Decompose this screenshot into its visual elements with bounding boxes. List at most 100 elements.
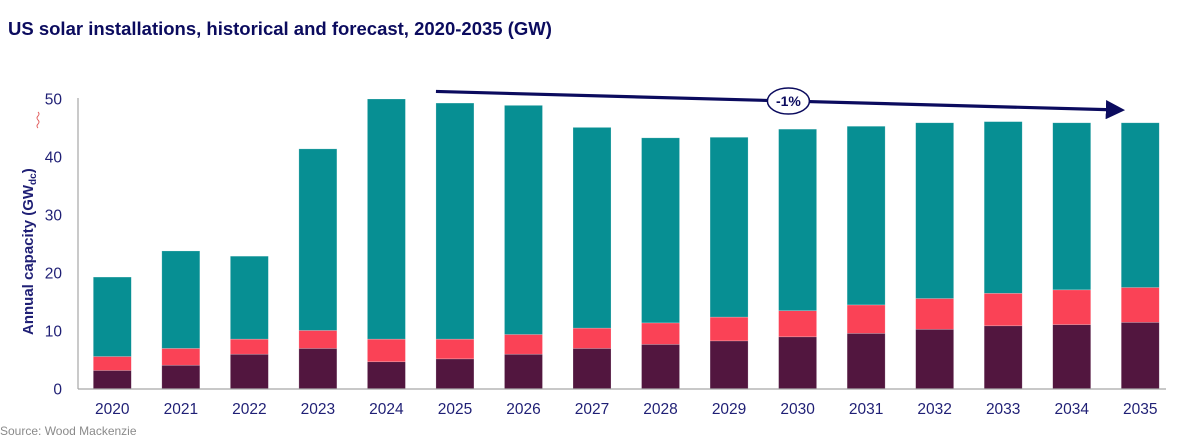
bar-stack-2034 xyxy=(1052,122,1092,390)
y-axis-ticks: 0 10 20 30 40 50 xyxy=(45,92,63,399)
y-axis-label-subscript: dc xyxy=(28,173,39,185)
chart-title: US solar installations, historical and f… xyxy=(8,18,552,39)
bar-segment-bottom xyxy=(641,344,680,390)
bar-segment-top xyxy=(161,250,201,349)
source-note: Source: Wood Mackenzie xyxy=(0,424,137,438)
bar-segment-top xyxy=(367,98,406,340)
bar-segment-bottom xyxy=(572,348,612,390)
bar-stack-2032 xyxy=(915,122,954,390)
bar-segment-top xyxy=(1120,122,1160,288)
bar-segment-bottom xyxy=(778,336,817,390)
bar-stack-2023 xyxy=(298,148,338,390)
bar-stack-2020 xyxy=(93,276,132,390)
bar-segment-middle xyxy=(1120,287,1160,323)
bar-segment-bottom xyxy=(709,340,749,390)
bar-stack-2029 xyxy=(709,136,749,390)
bar-segment-middle xyxy=(572,327,612,349)
bar-segment-middle xyxy=(983,292,1023,327)
x-tick-label: 2029 xyxy=(712,401,746,418)
bar-segment-top xyxy=(641,137,680,324)
bar-segment-middle xyxy=(298,330,338,349)
bar-segment-middle xyxy=(915,298,954,330)
x-tick-label: 2021 xyxy=(164,401,198,418)
x-tick-label: 2028 xyxy=(643,401,677,418)
bar-segment-middle xyxy=(161,348,201,366)
x-axis-ticks: 2020 2021 2022 2023 2024 2025 2026 2027 2028 2029… xyxy=(95,401,1157,418)
bar-segment-middle xyxy=(846,304,886,334)
x-tick-label: 2023 xyxy=(301,401,335,418)
bar-segment-top xyxy=(915,122,954,299)
x-tick-label: 2025 xyxy=(438,401,472,418)
bar-segment-middle xyxy=(230,338,269,355)
x-tick-label: 2031 xyxy=(849,401,883,418)
bar-stack-2025 xyxy=(435,102,475,390)
y-axis-label-suffix: ) xyxy=(20,168,37,173)
x-tick-label: 2034 xyxy=(1054,401,1089,418)
bar-stack-2028 xyxy=(641,137,680,390)
bar-segment-top xyxy=(504,105,543,335)
bar-segment-top xyxy=(230,255,269,340)
bar-segment-middle xyxy=(435,338,475,360)
bar-segment-bottom xyxy=(1052,324,1092,390)
y-axis-label: Annual capacity (GWdc) xyxy=(20,111,40,335)
y-axis-label-main: Annual capacity (GW xyxy=(20,184,37,335)
y-tick-label: 0 xyxy=(53,382,62,399)
bar-stack-2024 xyxy=(367,98,406,390)
y-tick-label: 40 xyxy=(45,150,63,167)
bar-segment-bottom xyxy=(435,358,475,390)
bar-segment-bottom xyxy=(1120,321,1160,390)
bar-stack-2026 xyxy=(504,105,543,390)
bar-segment-middle xyxy=(93,356,132,371)
bar-segment-bottom xyxy=(298,348,338,390)
spellcheck-underline xyxy=(36,111,40,129)
bar-stack-2035 xyxy=(1120,122,1160,390)
bars xyxy=(93,98,1160,390)
bar-segment-top xyxy=(778,128,817,311)
bar-segment-bottom xyxy=(161,364,201,390)
bar-segment-middle xyxy=(1052,289,1092,325)
x-tick-label: 2032 xyxy=(917,401,951,418)
bar-segment-bottom xyxy=(93,370,132,390)
trend-label-bubble xyxy=(766,87,811,115)
bar-segment-bottom xyxy=(983,325,1023,390)
bar-segment-top xyxy=(709,136,749,318)
bar-segment-bottom xyxy=(367,361,406,390)
bar-segment-bottom xyxy=(504,353,543,390)
trend-label: -1% xyxy=(776,93,801,109)
x-tick-label: 2027 xyxy=(575,401,609,418)
x-tick-label: 2026 xyxy=(506,401,540,418)
bar-segment-top xyxy=(846,125,886,306)
annotations: -1% xyxy=(435,87,1126,120)
bar-segment-top xyxy=(1052,122,1092,291)
x-tick-label: 2022 xyxy=(232,401,266,418)
y-tick-label: 50 xyxy=(45,92,63,109)
x-tick-label: 2030 xyxy=(780,401,815,418)
y-tick-label: 10 xyxy=(45,324,63,341)
bar-stack-2033 xyxy=(983,121,1023,390)
bar-segment-top xyxy=(93,276,132,357)
bar-segment-middle xyxy=(504,334,543,355)
bar-stack-2031 xyxy=(846,125,886,390)
bar-segment-top xyxy=(298,148,338,331)
y-tick-label: 30 xyxy=(45,208,63,225)
x-tick-label: 2033 xyxy=(986,401,1020,418)
bar-stack-2022 xyxy=(230,255,269,390)
bar-segment-bottom xyxy=(915,328,954,390)
y-tick-label: 20 xyxy=(45,266,63,283)
bar-segment-middle xyxy=(778,310,817,338)
bar-segment-top xyxy=(983,121,1023,294)
bar-segment-bottom xyxy=(230,353,269,390)
bar-segment-middle xyxy=(641,322,680,345)
bar-segment-top xyxy=(435,102,475,340)
bar-stack-2027 xyxy=(572,127,612,390)
x-tick-label: 2020 xyxy=(95,401,130,418)
x-tick-label: 2035 xyxy=(1123,401,1157,418)
bar-stack-2021 xyxy=(161,250,201,390)
bar-segment-bottom xyxy=(846,333,886,390)
x-tick-label: 2024 xyxy=(369,401,404,418)
bar-segment-middle xyxy=(709,316,749,342)
svg-text:Annual capacity (GWdc): Annual capacity (GWdc) xyxy=(20,168,39,335)
bar-segment-middle xyxy=(367,338,406,363)
bar-segment-top xyxy=(572,127,612,329)
